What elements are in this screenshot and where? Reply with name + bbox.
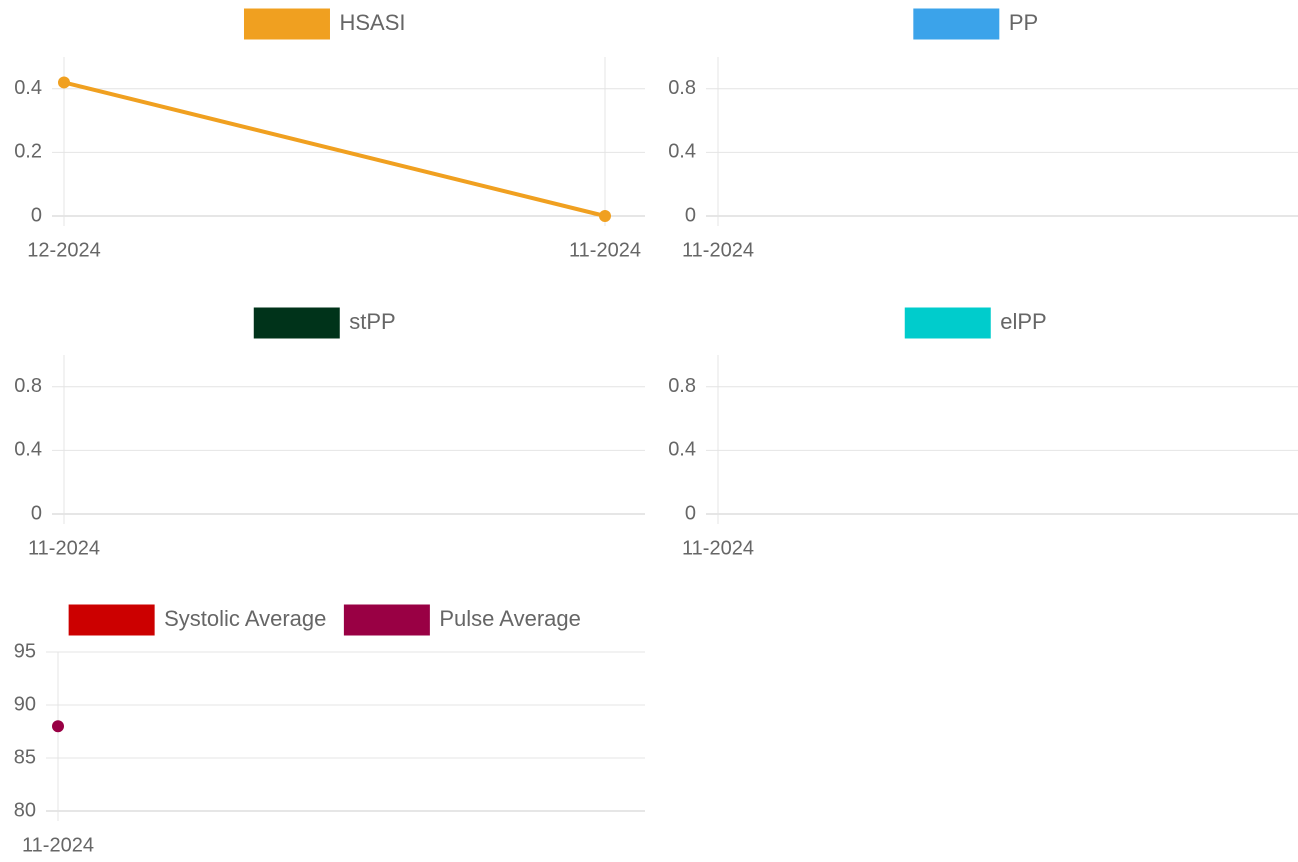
y-tick-label: 0.8 [668, 375, 696, 397]
y-tick-label: 0.4 [668, 141, 696, 163]
legend-label: PP [1009, 10, 1038, 35]
legend-label: stPP [349, 309, 395, 334]
data-point [58, 76, 70, 89]
legend-swatch [253, 307, 340, 339]
y-tick-label: 0.8 [668, 77, 696, 99]
y-tick-label: 0.4 [668, 439, 696, 461]
data-point [52, 720, 64, 733]
y-tick-label: 80 [14, 799, 36, 821]
y-tick-label: 0.2 [14, 141, 42, 163]
x-tick-label: 11-2024 [22, 834, 94, 856]
legend-swatch [68, 604, 155, 636]
data-point [599, 210, 611, 222]
legend-swatch [243, 8, 330, 40]
y-tick-label: 0 [685, 502, 696, 524]
y-tick-label: 0.4 [14, 439, 42, 461]
x-tick-label: 11-2024 [682, 239, 754, 261]
y-tick-label: 0.4 [14, 77, 42, 99]
y-tick-label: 0 [31, 204, 42, 226]
y-tick-label: 90 [14, 693, 36, 715]
y-tick-label: 95 [14, 640, 36, 662]
x-tick-label: 12-2024 [27, 239, 100, 261]
legend-label: Systolic Average [164, 606, 326, 631]
y-tick-label: 0 [685, 204, 696, 226]
legend-label: elPP [1000, 309, 1046, 334]
y-tick-label: 0.8 [14, 375, 42, 397]
series-line [63, 80, 606, 218]
legend-swatch [904, 307, 991, 339]
x-tick-label: 11-2024 [569, 239, 641, 261]
legend-label: Pulse Average [439, 606, 580, 631]
x-tick-label: 11-2024 [682, 537, 754, 559]
y-tick-label: 0 [31, 502, 42, 524]
legend-swatch [913, 8, 1000, 40]
y-tick-label: 85 [14, 746, 36, 768]
x-tick-label: 11-2024 [28, 537, 100, 559]
legend-swatch [343, 604, 430, 636]
legend-label: HSASI [339, 10, 405, 35]
